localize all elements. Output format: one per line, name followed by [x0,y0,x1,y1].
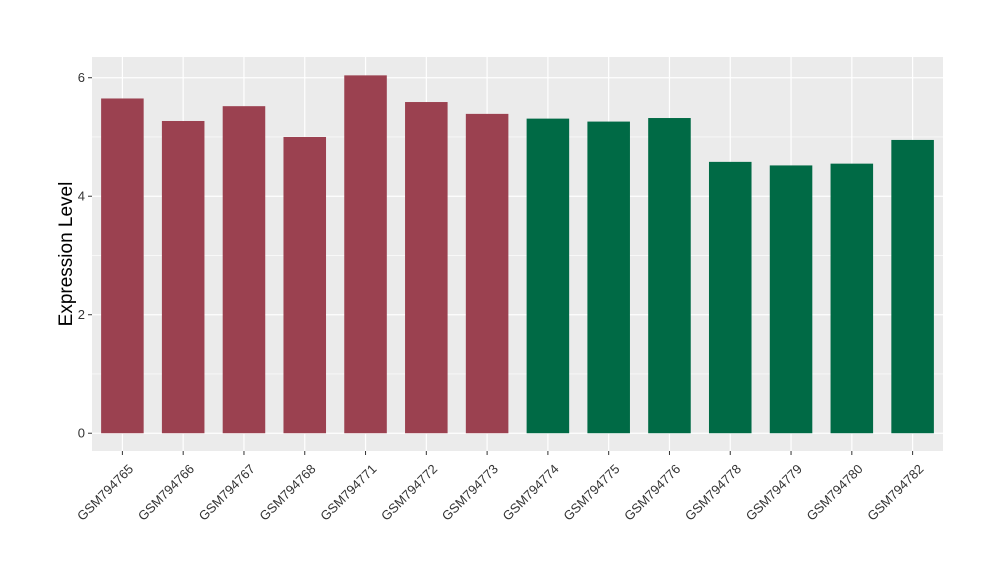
x-tick-label: GSM794774 [500,461,562,523]
x-tick-label: GSM794767 [196,461,258,523]
x-tick-label: GSM794780 [804,461,866,523]
y-tick-label: 6 [78,70,85,85]
bar-GSM794765 [101,98,144,434]
bar-GSM794775 [587,121,630,434]
bar-GSM794768 [283,136,327,434]
x-tick-label: GSM794778 [682,461,744,523]
x-tick-label: GSM794766 [135,461,197,523]
bar-GSM794782 [891,139,934,434]
bar-GSM794776 [648,118,691,434]
bars-group [101,75,934,434]
x-tick-label: GSM794782 [864,461,926,523]
x-axis: GSM794765GSM794766GSM794767GSM794768GSM7… [74,451,927,524]
plot-panel [92,57,943,451]
bar-GSM794773 [465,113,509,434]
y-tick-label: 0 [78,426,85,441]
bar-GSM794766 [161,120,205,434]
y-tick-label: 4 [78,189,85,204]
x-tick-label: GSM794771 [317,461,379,523]
bar-GSM794772 [405,102,448,434]
bar-GSM794779 [769,165,813,434]
x-tick-label: GSM794776 [621,461,683,523]
y-tick-label: 2 [78,307,85,322]
x-tick-label: GSM794775 [560,461,622,523]
bar-GSM794767 [222,106,266,434]
x-tick-label: GSM794772 [378,461,440,523]
x-tick-label: GSM794773 [439,461,501,523]
bar-GSM794780 [830,163,874,434]
y-axis: 0 2 4 6 [78,70,92,441]
x-tick-label: GSM794768 [256,461,318,523]
bar-GSM794774 [526,118,570,434]
bar-GSM794771 [344,75,387,434]
x-tick-label: GSM794765 [74,461,136,523]
x-tick-label: GSM794779 [743,461,805,523]
y-axis-title: Expression Level [56,182,77,327]
bar-GSM794778 [708,161,752,434]
